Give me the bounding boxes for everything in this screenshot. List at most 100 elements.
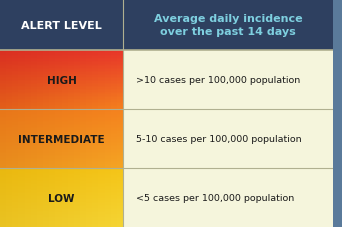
Bar	[49, 114, 55, 116]
Bar	[25, 85, 31, 86]
Bar	[68, 161, 74, 163]
Bar	[117, 57, 123, 58]
Bar	[74, 139, 80, 141]
Bar	[68, 214, 74, 215]
Bar	[49, 102, 55, 104]
Bar	[117, 98, 123, 99]
Bar	[80, 189, 86, 190]
Bar	[43, 224, 49, 226]
Bar	[12, 118, 18, 120]
Bar	[37, 85, 43, 86]
Bar	[86, 74, 92, 76]
Bar	[92, 151, 98, 152]
Bar	[43, 80, 49, 82]
Bar	[31, 195, 37, 196]
Bar	[92, 195, 98, 196]
Bar	[31, 135, 37, 136]
Bar	[6, 104, 12, 105]
Bar	[98, 51, 105, 52]
Bar	[68, 211, 74, 212]
Bar	[105, 208, 111, 210]
Bar	[55, 132, 62, 133]
Bar	[6, 77, 12, 79]
Bar	[111, 107, 117, 108]
Bar	[12, 89, 18, 91]
Bar	[31, 60, 37, 61]
Bar	[117, 70, 123, 72]
Bar	[86, 54, 92, 55]
Bar	[117, 61, 123, 63]
Bar	[55, 214, 62, 215]
Bar	[55, 116, 62, 117]
Bar	[86, 198, 92, 199]
Text: HIGH: HIGH	[47, 75, 77, 85]
Bar	[25, 51, 31, 52]
Bar	[25, 160, 31, 161]
Bar	[49, 182, 55, 183]
Bar	[80, 113, 86, 114]
Bar	[68, 60, 74, 61]
Bar	[111, 133, 117, 135]
Bar	[111, 121, 117, 123]
Bar	[49, 57, 55, 58]
Bar	[12, 180, 18, 182]
Bar	[68, 136, 74, 138]
Bar	[62, 163, 68, 164]
Bar	[6, 182, 12, 183]
Bar	[25, 214, 31, 215]
Bar	[105, 52, 111, 54]
Bar	[12, 57, 18, 58]
Bar	[31, 167, 37, 168]
Bar	[74, 207, 80, 208]
Bar	[105, 199, 111, 201]
Bar	[68, 201, 74, 202]
Bar	[74, 114, 80, 116]
Bar	[62, 161, 68, 163]
Bar	[111, 73, 117, 74]
Bar	[43, 171, 49, 173]
Bar	[18, 196, 25, 198]
Bar	[37, 221, 43, 223]
Bar	[43, 111, 49, 113]
Bar	[49, 118, 55, 120]
Bar	[43, 212, 49, 214]
Bar	[25, 74, 31, 76]
Bar	[43, 185, 49, 186]
Bar	[55, 124, 62, 126]
Bar	[18, 99, 25, 101]
Bar	[18, 171, 25, 173]
Bar	[86, 111, 92, 113]
Bar	[25, 136, 31, 138]
Bar	[105, 168, 111, 170]
Bar	[25, 89, 31, 91]
Bar	[12, 132, 18, 133]
Bar	[105, 165, 111, 167]
Bar	[98, 126, 105, 127]
Bar	[12, 99, 18, 101]
Bar	[111, 85, 117, 86]
Bar	[31, 193, 37, 195]
Bar	[31, 86, 37, 88]
Bar	[55, 165, 62, 167]
Bar	[37, 105, 43, 107]
Bar	[111, 116, 117, 117]
Bar	[74, 143, 80, 145]
Bar	[62, 152, 68, 154]
Bar	[37, 205, 43, 207]
Bar	[86, 208, 92, 210]
Bar	[80, 129, 86, 130]
Bar	[55, 101, 62, 102]
Bar	[74, 192, 80, 193]
Bar	[43, 114, 49, 116]
Bar	[18, 120, 25, 121]
Bar	[98, 221, 105, 223]
Bar	[55, 205, 62, 207]
Bar	[43, 161, 49, 163]
Bar	[49, 66, 55, 67]
Bar	[37, 157, 43, 158]
Bar	[98, 67, 105, 69]
Bar	[62, 124, 68, 126]
Bar	[98, 145, 105, 146]
Bar	[55, 174, 62, 176]
Bar	[80, 120, 86, 121]
